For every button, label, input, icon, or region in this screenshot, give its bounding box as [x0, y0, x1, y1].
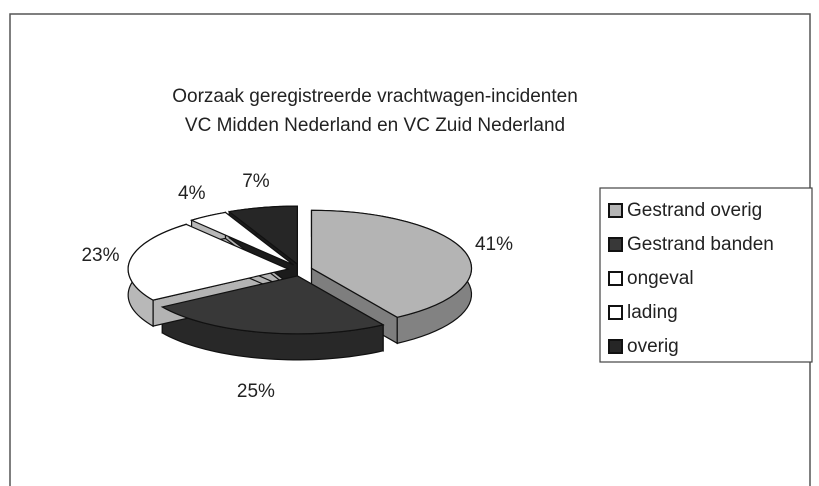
slice — [189, 211, 294, 266]
legend-swatch — [608, 237, 623, 252]
legend-box — [599, 187, 813, 363]
chart-title: VC Midden Nederland en VC Zuid Nederland — [185, 115, 565, 136]
legend-label: lading — [627, 302, 678, 323]
legend-label: Gestrand banden — [627, 234, 774, 255]
data-label: 7% — [242, 171, 270, 192]
legend-label: overig — [627, 336, 679, 357]
chart-title: Oorzaak geregistreerde vrachtwagen-incid… — [172, 86, 578, 107]
legend-swatch — [608, 203, 623, 218]
legend-swatch — [608, 305, 623, 320]
legend-label: ongeval — [627, 268, 694, 289]
legend-label: Gestrand overig — [627, 200, 762, 221]
data-label: 25% — [237, 381, 275, 402]
slice — [227, 205, 298, 266]
data-label: 23% — [81, 245, 119, 266]
legend-swatch — [608, 339, 623, 354]
legend-swatch — [608, 271, 623, 286]
data-label: 4% — [178, 183, 206, 204]
slice — [310, 209, 473, 318]
slice — [160, 275, 385, 335]
slice — [127, 223, 291, 301]
data-label: 41% — [475, 234, 513, 255]
